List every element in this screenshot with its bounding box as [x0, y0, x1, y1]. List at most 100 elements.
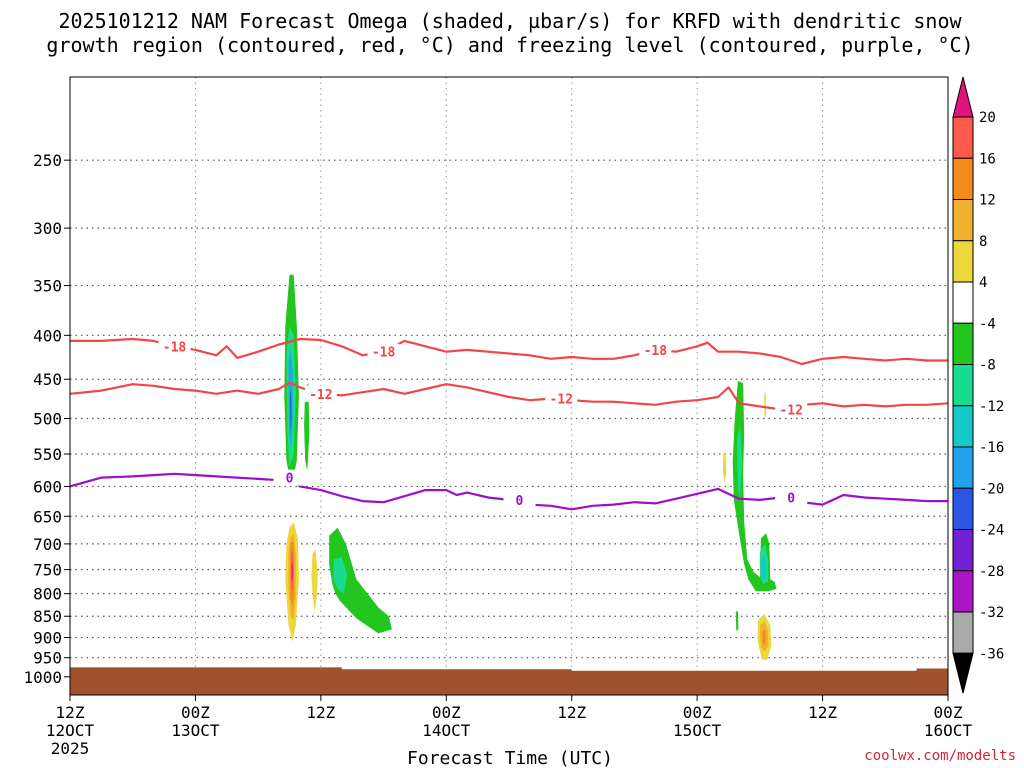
omega-region: [290, 389, 292, 434]
colorbar-label: -8: [979, 358, 996, 374]
contour-label: -18: [644, 344, 668, 359]
x-tick-label: 00Z: [432, 703, 461, 722]
x-tick-label: 12Z: [56, 703, 85, 722]
ground-fill: [70, 667, 948, 695]
colorbar-bin: [952, 281, 974, 324]
omega-region: [736, 425, 743, 499]
y-tick-label: 1000: [23, 668, 62, 687]
colorbar-label: -28: [979, 564, 1004, 580]
ground-layer: [70, 667, 948, 695]
y-tick-label: 350: [33, 277, 62, 296]
x-tick-label: 12OCT: [46, 721, 95, 740]
omega-region: [311, 549, 318, 612]
omega-region: [764, 391, 767, 419]
y-tick-label: 650: [33, 507, 62, 526]
y-tick-label: 300: [33, 219, 62, 238]
contour-label-bg: [158, 338, 191, 355]
x-axis-label: Forecast Time (UTC): [407, 748, 613, 768]
colorbar-bin: [952, 405, 974, 448]
colorbar: 20 16 12 8 4 -4 -8 -12 -16 -20 -24 -28 -32 -36: [952, 76, 1004, 694]
colorbar-label: 4: [979, 275, 987, 291]
x-tick-label: 2025: [51, 739, 90, 758]
omega-region: [722, 450, 727, 484]
colorbar-label: -32: [979, 605, 1004, 621]
y-tick-label: 750: [33, 561, 62, 580]
omega-region: [304, 383, 310, 471]
omega-region: [329, 527, 392, 634]
contour-label-bg: [273, 469, 306, 486]
contour-label: -12: [779, 403, 802, 418]
colorbar-bin: [952, 157, 974, 200]
x-tick-label: 14OCT: [422, 721, 471, 740]
x-tick-label: 12Z: [808, 703, 837, 722]
colorbar-top-arrow: [952, 76, 974, 118]
omega-region: [291, 562, 293, 582]
contour-label: -12: [550, 393, 573, 408]
colorbar-bin: [952, 529, 974, 572]
contour-label: -12: [309, 388, 332, 403]
contour-label: 0: [787, 491, 795, 506]
x-tick-label: 12Z: [557, 703, 586, 722]
contour-label-bg: [545, 390, 578, 407]
omega-region: [761, 555, 767, 580]
chart-title-line1: 2025101212 NAM Forecast Omega (shaded, µ…: [58, 9, 962, 33]
y-tick-label: 450: [33, 370, 62, 389]
y-tick-label: 800: [33, 585, 62, 604]
contour-label: 0: [286, 472, 294, 487]
x-tick-label: 13OCT: [171, 721, 220, 740]
colorbar-label: -12: [979, 399, 1004, 415]
y-tick-label: 400: [33, 326, 62, 345]
colorbar-bin: [952, 240, 974, 283]
x-tick-label: 00Z: [683, 703, 712, 722]
contour-label-bg: [367, 343, 400, 360]
colorbar-label: -20: [979, 481, 1004, 497]
y-tick-label: 250: [33, 151, 62, 170]
contour-label: -18: [163, 340, 187, 355]
contour-line: [70, 381, 948, 411]
contour-label-bg: [503, 491, 536, 508]
colorbar-label: 12: [979, 193, 996, 209]
contour-label-bg: [304, 385, 337, 402]
colorbar-bin: [952, 199, 974, 242]
y-tick-label: 850: [33, 607, 62, 626]
contour-label-bg: [775, 489, 808, 506]
omega-region: [735, 610, 739, 632]
colorbar-label: -16: [979, 440, 1004, 456]
y-axis: 250 300 350 400 450 500 550 600 650 700 750 800 850 9…: [23, 151, 70, 687]
y-tick-label: 500: [33, 409, 62, 428]
contour-lines: [70, 337, 948, 511]
contour-line: [70, 337, 948, 366]
colorbar-label: 16: [979, 151, 996, 167]
colorbar-bin: [952, 487, 974, 530]
contour-label-bg: [775, 401, 808, 418]
contour-label-bg: [639, 341, 672, 358]
colorbar-bin: [952, 322, 974, 365]
colorbar-bin: [952, 446, 974, 489]
colorbar-bottom-arrow: [952, 652, 974, 694]
colorbar-bin: [952, 570, 974, 613]
plot-frame: [69, 76, 949, 696]
gridlines: [69, 77, 949, 695]
omega-region: [732, 380, 777, 592]
omega-region: [762, 629, 767, 646]
colorbar-label: -36: [979, 646, 1004, 662]
colorbar-bin: [952, 116, 974, 159]
colorbar-label: 20: [979, 110, 996, 126]
x-tick-label: 00Z: [181, 703, 210, 722]
x-tick-label: 16OCT: [924, 721, 973, 740]
y-tick-label: 900: [33, 629, 62, 648]
colorbar-label: -4: [979, 316, 996, 332]
colorbar-bin: [952, 364, 974, 407]
y-tick-label: 700: [33, 535, 62, 554]
omega-shading: [284, 274, 777, 660]
x-tick-label: 15OCT: [673, 721, 722, 740]
chart-title-line2: growth region (contoured, red, °C) and f…: [46, 33, 973, 57]
colorbar-label: 8: [979, 234, 987, 250]
x-tick-label: 12Z: [306, 703, 335, 722]
y-tick-label: 600: [33, 477, 62, 496]
colorbar-label: -24: [979, 523, 1004, 539]
colorbar-bin: [952, 611, 974, 654]
contour-label: -18: [372, 346, 396, 361]
